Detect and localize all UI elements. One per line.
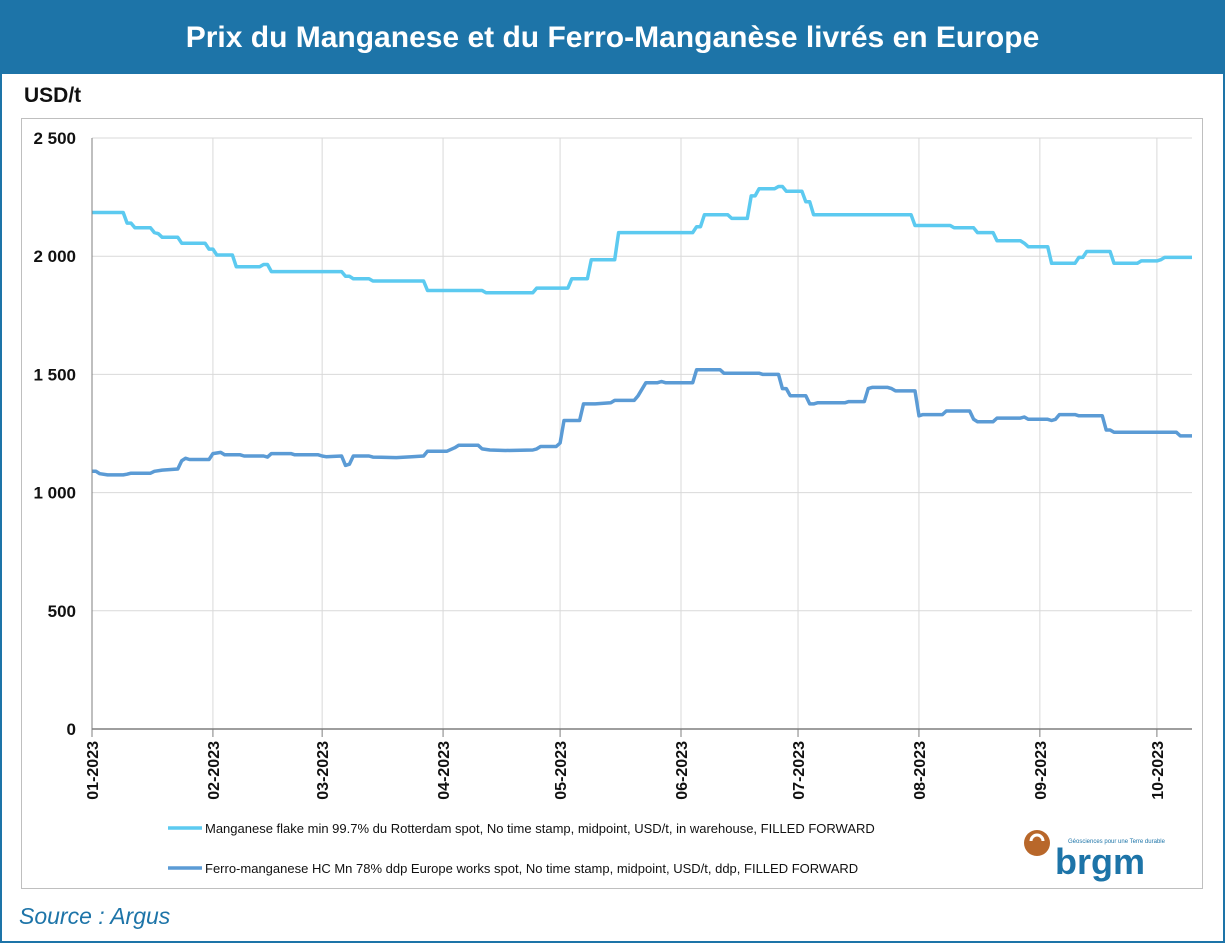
series-line-2 [92,367,1192,477]
axes: 0 500 1 000 1 500 2 000 2 500 01-2023 02-2023 03… [33,129,1192,800]
brgm-wordmark: brgm [1055,841,1145,882]
y-tick-label: 1 000 [33,484,76,503]
x-tick-label: 07-2023 [791,741,808,800]
chart-area-border [21,118,1203,889]
gridlines [92,137,1192,729]
y-axis-unit-label: USD/t [24,84,82,107]
x-tick-label: 10-2023 [1150,741,1167,800]
brgm-emblem-icon [1024,830,1050,856]
x-tick-label: 02-2023 [206,741,223,800]
brgm-logo: brgm Géosciences pour une Terre durable [1022,826,1172,882]
x-tick-label: 05-2023 [553,741,570,800]
brgm-emblem-arc [1029,833,1045,842]
legend-label-2: Ferro-manganese HC Mn 78% ddp Europe wor… [205,861,858,876]
brgm-tagline: Géosciences pour une Terre durable [1068,839,1166,845]
y-tick-label: 0 [67,720,76,739]
x-tick-label: 04-2023 [436,741,453,800]
legend-label-1: Manganese flake min 99.7% du Rotterdam s… [205,821,875,836]
x-tick-label: 01-2023 [85,741,102,800]
y-tick-label: 2 000 [33,247,76,266]
y-tick-label: 500 [48,602,76,621]
series-lines [92,184,1192,477]
y-tick-label: 1 500 [33,365,76,384]
x-tick-label: 08-2023 [912,741,929,800]
page-title: Prix du Manganese et du Ferro-Manganèse … [2,2,1223,74]
x-tick-label: 03-2023 [315,741,332,800]
legend: Manganese flake min 99.7% du Rotterdam s… [168,821,875,876]
source-note: Source : Argus [19,903,171,929]
x-tick-label: 09-2023 [1033,741,1050,800]
x-tick-label: 06-2023 [674,741,691,800]
brgm-logo-mark: brgm Géosciences pour une Terre durable [1024,830,1166,882]
series-line-1 [92,184,1192,295]
y-tick-label: 2 500 [33,129,76,148]
